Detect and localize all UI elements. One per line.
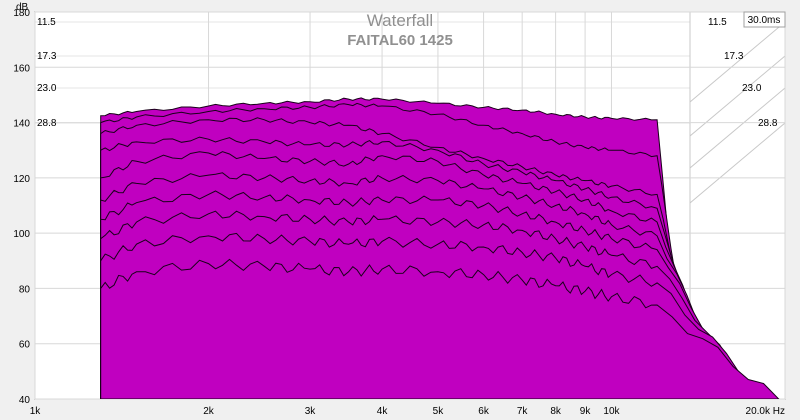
x-tick-label: 8k	[550, 406, 562, 417]
depth-line	[689, 21, 786, 103]
y-tick-label: 60	[19, 340, 31, 351]
y-tick-label: 160	[13, 63, 30, 74]
x-tick-label: 5k	[433, 406, 445, 417]
time-end-label-box: 30.0ms	[743, 11, 786, 28]
x-axis-ticks: 1k 2k 3k 4k 5k 6k 7k 8k 9k 10k 20.0k Hz	[30, 406, 785, 417]
time-label-left: 23.0	[37, 83, 57, 94]
time-label-right: 11.5	[708, 17, 727, 28]
time-label-left: 17.3	[37, 51, 57, 62]
waterfall-slices	[100, 97, 780, 399]
x-tick-label: 9k	[580, 406, 592, 417]
y-tick-label: 120	[13, 174, 30, 185]
time-label-right: 28.8	[758, 118, 778, 129]
y-tick-label: 140	[13, 119, 30, 130]
time-label-left: 28.8	[37, 118, 57, 129]
depth-line	[689, 87, 786, 169]
y-tick-label: 180	[13, 8, 30, 19]
x-tick-label: 3k	[305, 406, 317, 417]
y-tick-label: 80	[19, 284, 31, 295]
x-tick-label: 20.0k Hz	[746, 406, 785, 417]
x-tick-label: 1k	[30, 406, 42, 417]
y-tick-label: 40	[19, 395, 31, 406]
x-tick-label: 2k	[203, 406, 215, 417]
x-tick-label: 6k	[478, 406, 490, 417]
waterfall-slice	[100, 258, 780, 399]
time-label-left: 11.5	[37, 17, 56, 28]
y-tick-label: 100	[13, 229, 30, 240]
y-axis-ticks: 40 60 80 100 120 140 160 180	[13, 8, 30, 406]
x-tick-label: 10k	[603, 406, 620, 417]
time-label-right: 17.3	[724, 51, 744, 62]
y-axis-label: dB	[16, 2, 29, 13]
time-label-right: 23.0	[742, 83, 762, 94]
time-end-label: 30.0ms	[748, 15, 781, 26]
x-tick-label: 7k	[517, 406, 529, 417]
chart-title: Waterfall	[367, 11, 433, 30]
chart-subtitle: FAITAL60 1425	[347, 32, 453, 49]
depth-line	[689, 122, 786, 204]
x-tick-label: 4k	[377, 406, 389, 417]
time-labels: 11.5 11.5 17.3 17.3 23.0 23.0 28.8 28.8	[37, 17, 778, 129]
